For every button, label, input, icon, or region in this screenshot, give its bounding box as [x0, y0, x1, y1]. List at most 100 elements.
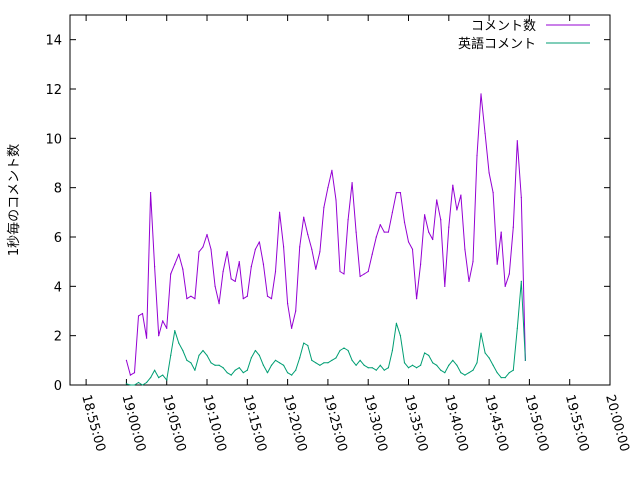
series-0-point: [246, 295, 248, 297]
series-1-point: [363, 364, 365, 366]
y-tick-label: 6: [54, 231, 62, 246]
x-tick-label: 18:55:00: [78, 393, 108, 453]
series-1-point: [448, 364, 450, 366]
series-0-point: [448, 226, 450, 228]
series-1-point: [129, 384, 132, 386]
series-0-point: [125, 359, 128, 361]
series-1-point: [327, 362, 329, 364]
series-0-point: [476, 155, 478, 157]
series-1-point: [270, 364, 273, 366]
series-0-point: [428, 231, 430, 233]
series-1-point: [258, 354, 261, 356]
series-0-point: [424, 214, 426, 216]
series-0-point: [331, 169, 333, 171]
series-0-point: [162, 320, 164, 322]
series-1-point: [222, 367, 224, 369]
series-0-point: [202, 246, 204, 248]
series-0-point: [339, 270, 341, 273]
series-1-point: [492, 364, 494, 366]
series-0-point: [230, 278, 232, 280]
series-1-point: [274, 359, 277, 361]
series-0-point: [214, 285, 216, 287]
series-1-point: [424, 352, 426, 354]
series-1-point: [415, 367, 418, 369]
series-1-point: [230, 374, 232, 376]
series-0-point: [190, 295, 192, 297]
series-1-point: [444, 372, 446, 374]
series-0-point: [278, 211, 281, 213]
series-0-point: [460, 194, 462, 196]
series-0-point: [452, 184, 454, 186]
series-1-point: [202, 349, 204, 352]
series-1-point: [299, 357, 301, 359]
series-0-point: [371, 253, 373, 255]
series-0-point: [407, 241, 410, 243]
series-0-point: [262, 263, 265, 265]
series-0-point: [456, 209, 458, 211]
series-0-point: [480, 93, 482, 95]
series-1-point: [399, 335, 402, 337]
series-1-point: [242, 372, 244, 374]
series-0-point: [178, 253, 180, 255]
series-0-point: [419, 263, 422, 265]
series-0-point: [508, 273, 510, 275]
series-0-point: [154, 266, 156, 268]
series-0-point: [250, 266, 252, 268]
legend-label-1: 英語コメント: [458, 36, 536, 52]
series-1-point: [174, 330, 176, 332]
y-tick-label: 10: [45, 132, 62, 147]
series-0-point: [311, 248, 313, 250]
series-1-point: [218, 364, 220, 366]
series-1-point: [295, 369, 297, 371]
series-1-point: [351, 359, 353, 361]
series-0-point: [299, 246, 301, 248]
series-0-point: [379, 224, 381, 226]
series-1-point: [182, 349, 184, 352]
series-0-point: [149, 192, 152, 194]
series-0-point: [254, 248, 256, 250]
series-0-point: [315, 268, 317, 270]
series-1-point: [488, 357, 490, 359]
series-0-point: [520, 196, 522, 199]
series-1-point: [383, 369, 385, 371]
series-0-point: [415, 298, 418, 300]
series-1-point: [186, 359, 188, 361]
series-0-point: [383, 231, 385, 233]
series-0-point: [516, 140, 518, 142]
series-1-point: [355, 364, 357, 366]
series-0-point: [484, 132, 486, 134]
series-1-point: [246, 369, 248, 371]
series-1-point: [190, 362, 192, 364]
x-tick-label: 19:00:00: [119, 393, 149, 453]
y-tick-label: 2: [54, 330, 62, 345]
series-0-point: [432, 238, 434, 241]
series-1-point: [315, 362, 317, 364]
series-1-point: [307, 344, 309, 347]
series-0-point: [234, 280, 236, 282]
series-0-point: [327, 187, 329, 189]
series-0-point: [492, 192, 494, 194]
series-line-1: [126, 280, 526, 386]
series-1-point: [371, 367, 373, 369]
series-0-point: [226, 251, 228, 253]
series-1-point: [480, 332, 482, 334]
y-tick-label: 0: [54, 379, 62, 394]
series-1-point: [311, 359, 313, 361]
series-1-point: [133, 384, 136, 386]
x-tick-label: 19:30:00: [360, 393, 390, 453]
series-1-point: [484, 352, 486, 354]
series-0-point: [287, 303, 289, 305]
series-1-point: [254, 349, 256, 352]
series-1-point: [452, 359, 454, 361]
series-0-point: [440, 219, 442, 221]
series-0-point: [319, 251, 321, 253]
series-0-point: [351, 182, 353, 184]
series-0-point: [182, 268, 184, 270]
series-1-point: [403, 362, 406, 364]
x-tick-label: 19:15:00: [239, 393, 269, 453]
series-0-point: [186, 298, 188, 300]
x-tick-label: 19:10:00: [199, 393, 229, 453]
series-1-point: [145, 381, 148, 384]
